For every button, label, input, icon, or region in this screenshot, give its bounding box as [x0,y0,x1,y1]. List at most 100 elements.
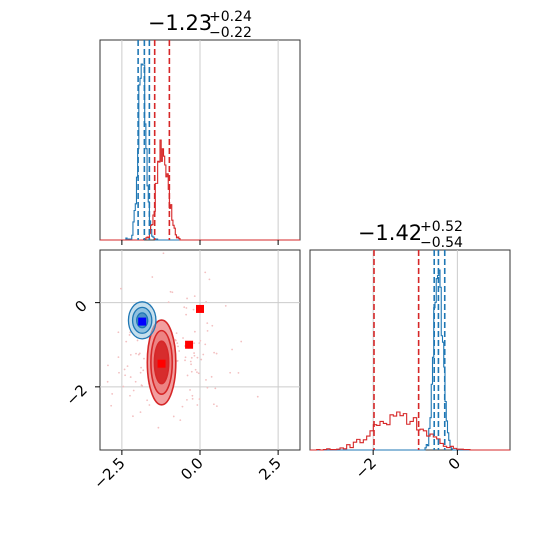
marker-red [196,304,204,313]
scatter-point [231,348,233,351]
scatter-point [136,339,139,342]
scatter-point [126,365,129,368]
marker-red [185,340,194,349]
scatter-point [169,290,172,293]
scatter-point [122,385,125,388]
title-minus-err: −0.54 [420,235,463,251]
scatter-point [107,364,109,367]
scatter-point [205,300,207,303]
y-tick-label: 0 [71,297,90,316]
scatter-point [200,358,203,361]
scatter-point [181,405,184,408]
scatter-point [167,301,170,304]
scatter-point [140,366,142,369]
scatter-point [199,339,202,342]
scatter-point [206,322,209,325]
scatter-point [148,404,151,406]
scatter-point [210,375,213,378]
scatter-point [189,360,192,363]
scatter-point [240,340,243,343]
scatter-point [229,371,232,374]
scatter-point [143,357,145,360]
scatter-point [212,403,215,406]
scatter-point [211,324,214,327]
scatter-point [178,350,181,352]
scatter-point [197,372,200,375]
scatter-point [190,363,192,366]
scatter-point [176,359,179,362]
x-tick-label: 0.0 [177,454,207,484]
title-plus-err: +0.24 [209,9,252,25]
scatter-point [185,313,188,316]
scatter-point [175,332,178,335]
scatter-point [196,356,199,359]
scatter-point [117,331,120,334]
scatter-point [118,371,120,374]
scatter-point [224,304,227,307]
scatter-point [117,356,120,359]
panel-top-left: −1.23 +0.24 −0.22 [99,9,301,245]
scatter-point [215,405,218,408]
scatter-point [134,380,137,383]
panel-bottom-left: −2.5 0.0 2.5 −2 0 [62,249,301,493]
scatter-point [141,384,144,387]
scatter-point [162,252,165,255]
marker-blue [138,317,147,326]
scatter-point [124,374,127,377]
x-tick-label: −2 [352,454,380,482]
scatter-point [132,389,135,392]
scatter-point [132,415,134,418]
title-value: −1.23 [148,11,212,35]
scatter-point [191,394,194,397]
scatter-point [198,342,201,344]
panel-bottom-right: −2 0 −1.42 +0.52 −0.54 [309,219,511,482]
title-plus-err: +0.52 [420,219,463,235]
x-tick-label: −2.5 [90,454,128,492]
scatter-point [189,389,191,391]
scatter-point [190,370,193,373]
scatter-point [129,331,132,334]
scatter-point [139,411,142,413]
scatter-point [129,394,131,397]
scatter-point [193,342,196,345]
scatter-point [206,386,209,389]
scatter-point [146,399,149,402]
title-minus-err: −0.22 [209,25,252,41]
scatter-point [193,354,196,357]
scatter-point [256,395,259,398]
scatter-point [193,330,196,333]
scatter-point [214,387,217,390]
scatter-point [125,340,128,343]
scatter-point [193,352,195,354]
scatter-point [198,398,201,400]
scatter-point [205,379,207,381]
scatter-point [186,297,188,300]
scatter-point [128,334,131,336]
scatter-point [135,352,137,355]
panel-title-bottom-right: −1.42 [358,221,422,245]
scatter-point [177,345,179,348]
panel-title-top-left: −1.23 [148,11,212,35]
scatter-point [215,352,218,355]
scatter-point [196,371,198,374]
scatter-point [120,287,122,290]
scatter-point [204,271,207,274]
scatter-point [123,368,126,371]
scatter-point [206,329,209,332]
scatter-point [191,397,194,400]
scatter-point [142,369,145,372]
scatter-point [139,371,142,374]
histogram-red [100,139,300,241]
scatter-point [179,419,182,422]
scatter-point [176,342,179,345]
scatter-point [110,404,113,407]
scatter-point [129,353,132,356]
scatter-point [196,404,199,406]
scatter-point [172,415,175,418]
scatter-point [186,374,189,377]
scatter-point [129,376,132,378]
scatter-point [186,398,188,401]
scatter-point [106,380,109,383]
scatter-point [171,291,174,294]
